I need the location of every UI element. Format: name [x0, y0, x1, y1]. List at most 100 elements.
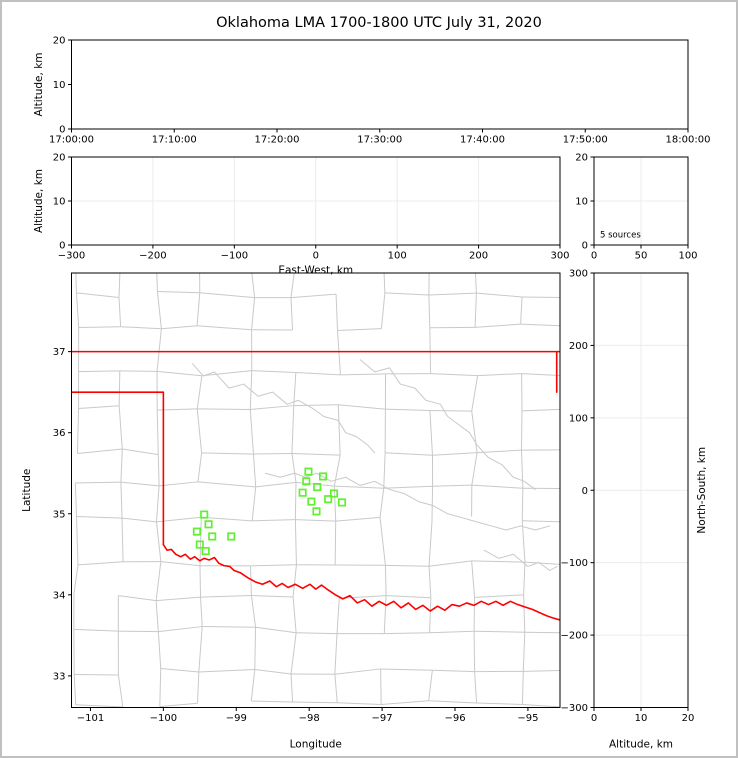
county-line	[522, 632, 526, 672]
sources-annotation: 5 sources	[600, 231, 641, 241]
county-line	[431, 486, 434, 523]
county-line	[155, 561, 162, 601]
county-line	[200, 597, 203, 627]
y-tick-label: 0	[582, 486, 588, 497]
county-line	[385, 452, 433, 456]
panel-border	[71, 39, 689, 130]
county-line	[380, 292, 386, 329]
county-line	[157, 370, 202, 377]
y-tick-label: 20	[53, 36, 66, 47]
county-line	[159, 668, 162, 707]
y-tick-label: 34	[53, 590, 66, 601]
county-line	[576, 489, 578, 523]
county-line	[474, 630, 525, 633]
county-line	[290, 293, 337, 299]
county-line	[200, 595, 252, 598]
county-line	[520, 323, 560, 327]
county-line	[118, 273, 121, 298]
source-marker	[324, 495, 333, 504]
source-marker	[298, 488, 307, 497]
county-line	[201, 370, 252, 377]
y-tick-label: 37	[53, 347, 66, 358]
x-tick-label: 0	[591, 713, 597, 724]
x-tick-label: 17:10:00	[152, 135, 197, 146]
y-axis-label: Altitude, km	[33, 52, 45, 116]
county-line	[290, 297, 294, 331]
county-line	[197, 325, 252, 331]
county-line	[477, 449, 522, 454]
county-line	[293, 372, 297, 406]
county-line	[251, 273, 256, 298]
source-marker	[337, 498, 347, 507]
county-line	[75, 292, 80, 328]
county-line	[379, 488, 385, 518]
panel-border	[71, 272, 561, 708]
x-tick-label: 17:40:00	[460, 135, 505, 146]
county-line	[524, 561, 560, 565]
county-line	[473, 631, 476, 672]
county-line	[335, 294, 339, 331]
county-line	[75, 704, 123, 708]
county-line	[334, 633, 338, 675]
county-line	[73, 628, 119, 632]
county-line	[475, 323, 521, 328]
county-line	[196, 292, 201, 326]
county-line	[575, 450, 577, 489]
x-tick-label: −97	[372, 713, 393, 724]
county-line	[429, 410, 433, 456]
county-line	[251, 486, 257, 521]
county-line	[524, 631, 560, 634]
county-line	[429, 327, 432, 374]
county-line	[73, 674, 77, 705]
county-line	[294, 482, 297, 520]
x-tick-label: 17:00:00	[49, 135, 94, 146]
county-line	[120, 449, 123, 483]
x-tick-label: −99	[226, 713, 247, 724]
county-line	[384, 632, 430, 635]
county-line	[160, 668, 199, 673]
county-line	[291, 453, 297, 483]
source-marker	[304, 467, 313, 476]
county-line	[384, 292, 429, 296]
source-marker	[192, 527, 201, 536]
county-line	[156, 291, 162, 329]
county-line	[430, 373, 478, 377]
county-line	[385, 564, 430, 567]
county-line	[118, 297, 122, 327]
county-line	[291, 452, 341, 456]
county-line	[337, 257, 384, 258]
source-marker	[329, 489, 339, 498]
county-line	[121, 518, 124, 562]
county-line	[521, 520, 526, 563]
y-tick-label: 36	[53, 428, 66, 439]
county-line	[250, 595, 257, 628]
county-line	[295, 372, 341, 376]
x-tick-label: 100	[678, 251, 697, 262]
x-tick-label: −95	[517, 713, 538, 724]
county-line	[573, 376, 574, 409]
county-boundaries	[73, 257, 578, 708]
county-line	[252, 454, 257, 487]
county-line	[428, 700, 477, 704]
x-tick-label: 300	[550, 251, 569, 262]
county-line	[428, 522, 433, 567]
river-line	[483, 549, 558, 571]
county-line	[428, 566, 432, 598]
county-line	[521, 671, 524, 705]
county-line	[251, 297, 256, 330]
county-line	[471, 484, 523, 489]
county-line	[429, 597, 432, 633]
source-marker	[195, 540, 204, 549]
river-line	[192, 363, 376, 454]
county-line	[384, 565, 387, 596]
county-line	[292, 564, 297, 598]
river-line	[264, 472, 551, 531]
county-line	[385, 408, 430, 412]
county-line	[521, 373, 560, 376]
x-tick-label: 0	[313, 251, 319, 262]
county-line	[75, 273, 77, 293]
county-line	[521, 488, 524, 521]
county-line	[432, 452, 478, 456]
x-tick-label: −300	[58, 251, 85, 262]
county-line	[379, 517, 386, 566]
